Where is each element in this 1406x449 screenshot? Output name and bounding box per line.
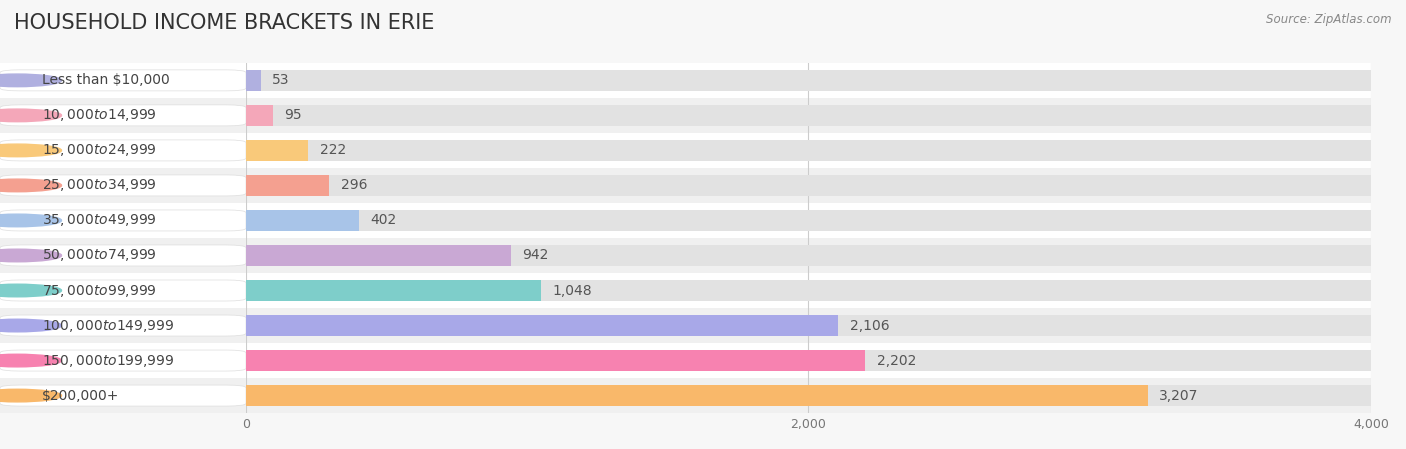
Circle shape [0, 284, 62, 297]
Bar [246, 175, 329, 196]
Text: $35,000 to $49,999: $35,000 to $49,999 [42, 212, 156, 229]
FancyBboxPatch shape [0, 385, 246, 406]
Bar [246, 140, 308, 161]
Circle shape [0, 214, 62, 227]
Bar [246, 203, 1371, 238]
Text: 2,106: 2,106 [849, 318, 889, 333]
Bar [246, 315, 838, 336]
FancyBboxPatch shape [0, 70, 246, 91]
Circle shape [0, 74, 62, 87]
Text: $150,000 to $199,999: $150,000 to $199,999 [42, 352, 174, 369]
FancyBboxPatch shape [0, 350, 246, 371]
FancyBboxPatch shape [0, 98, 246, 133]
Text: $10,000 to $14,999: $10,000 to $14,999 [42, 107, 156, 123]
Bar [246, 385, 1147, 406]
Text: Less than $10,000: Less than $10,000 [42, 73, 170, 88]
Text: 1,048: 1,048 [553, 283, 592, 298]
Bar [246, 70, 262, 91]
FancyBboxPatch shape [0, 203, 246, 238]
Circle shape [0, 179, 62, 192]
FancyBboxPatch shape [0, 273, 246, 308]
Text: 95: 95 [284, 108, 302, 123]
Bar [246, 280, 1371, 301]
Circle shape [0, 319, 62, 332]
Text: $100,000 to $149,999: $100,000 to $149,999 [42, 317, 174, 334]
Text: $50,000 to $74,999: $50,000 to $74,999 [42, 247, 156, 264]
Bar [246, 105, 273, 126]
Bar [246, 168, 1371, 203]
Bar [246, 273, 1371, 308]
Bar [246, 98, 1371, 133]
Bar [246, 70, 1371, 91]
Bar [246, 238, 1371, 273]
FancyBboxPatch shape [0, 245, 246, 266]
Text: 222: 222 [319, 143, 346, 158]
Text: 2,202: 2,202 [876, 353, 915, 368]
Circle shape [0, 249, 62, 262]
Bar [246, 315, 1371, 336]
Bar [246, 350, 865, 371]
Bar [246, 175, 1371, 196]
FancyBboxPatch shape [0, 315, 246, 336]
Bar [246, 245, 510, 266]
FancyBboxPatch shape [0, 105, 246, 126]
Circle shape [0, 389, 62, 402]
Bar [246, 280, 541, 301]
Text: HOUSEHOLD INCOME BRACKETS IN ERIE: HOUSEHOLD INCOME BRACKETS IN ERIE [14, 13, 434, 34]
Circle shape [0, 144, 62, 157]
FancyBboxPatch shape [0, 140, 246, 161]
Bar [246, 385, 1371, 406]
Text: 3,207: 3,207 [1159, 388, 1198, 403]
Text: $75,000 to $99,999: $75,000 to $99,999 [42, 282, 156, 299]
Bar [246, 378, 1371, 413]
Bar [246, 245, 1371, 266]
FancyBboxPatch shape [0, 133, 246, 168]
FancyBboxPatch shape [0, 168, 246, 203]
Circle shape [0, 109, 62, 122]
Text: 53: 53 [273, 73, 290, 88]
FancyBboxPatch shape [0, 238, 246, 273]
Bar [246, 63, 1371, 98]
Bar [246, 350, 1371, 371]
Circle shape [0, 354, 62, 367]
FancyBboxPatch shape [0, 308, 246, 343]
Text: $25,000 to $34,999: $25,000 to $34,999 [42, 177, 156, 194]
Bar [246, 308, 1371, 343]
Text: 296: 296 [340, 178, 367, 193]
Bar [246, 210, 1371, 231]
FancyBboxPatch shape [0, 343, 246, 378]
Bar [246, 133, 1371, 168]
Bar [246, 343, 1371, 378]
FancyBboxPatch shape [0, 378, 246, 413]
FancyBboxPatch shape [0, 280, 246, 301]
FancyBboxPatch shape [0, 63, 246, 98]
Bar [246, 105, 1371, 126]
FancyBboxPatch shape [0, 210, 246, 231]
Text: $200,000+: $200,000+ [42, 388, 120, 403]
Bar [246, 140, 1371, 161]
FancyBboxPatch shape [0, 175, 246, 196]
Text: $15,000 to $24,999: $15,000 to $24,999 [42, 142, 156, 158]
Text: 402: 402 [370, 213, 396, 228]
Text: Source: ZipAtlas.com: Source: ZipAtlas.com [1267, 13, 1392, 26]
Bar [246, 210, 359, 231]
Text: 942: 942 [522, 248, 548, 263]
